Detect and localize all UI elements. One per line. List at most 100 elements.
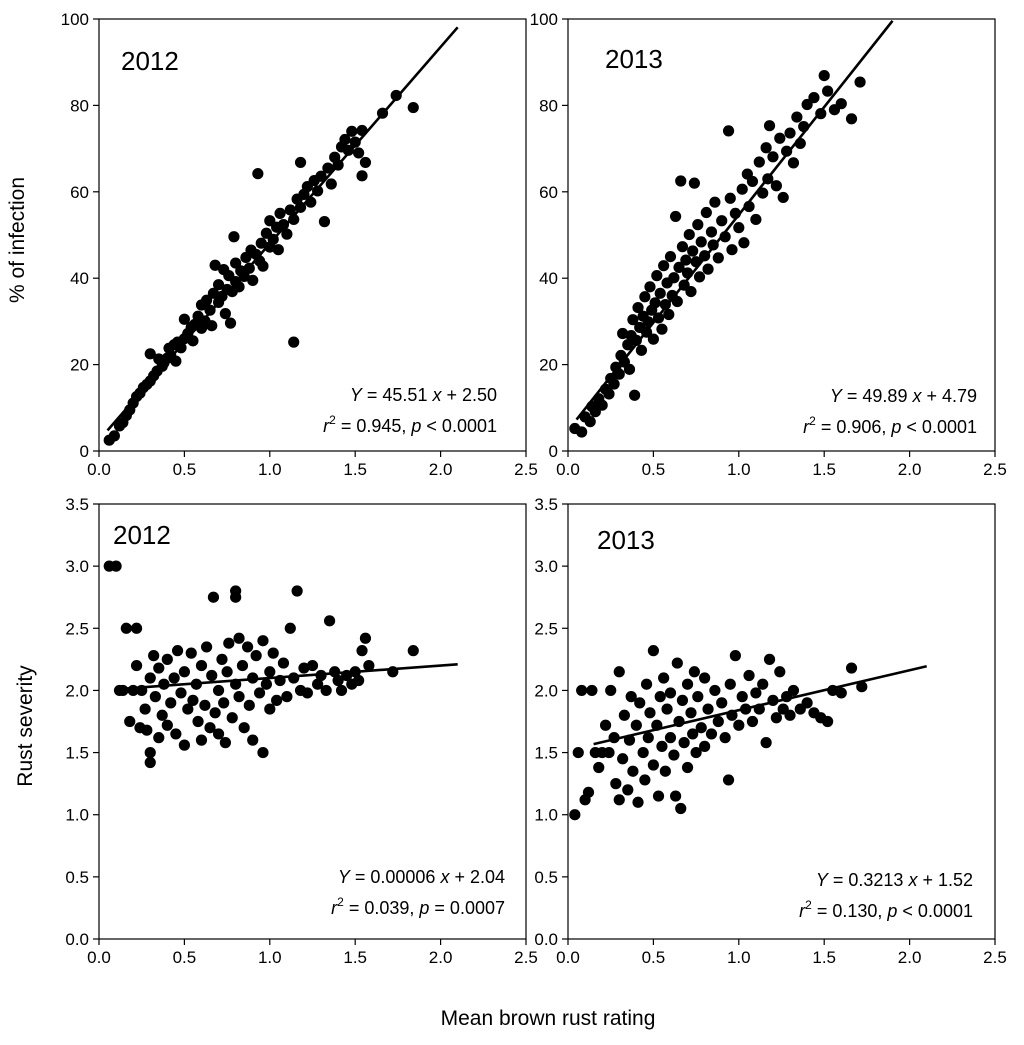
data-point (719, 732, 731, 744)
x-tick-label: 2.5 (514, 948, 538, 967)
data-point (693, 271, 706, 283)
data-point (153, 732, 165, 744)
data-point (774, 666, 786, 678)
data-point (233, 632, 245, 644)
data-point (117, 684, 129, 697)
data-point (705, 226, 718, 238)
data-point (763, 653, 776, 665)
regression-stats: r2 = 0.945, p < 0.0001 (323, 413, 497, 436)
data-point (695, 236, 707, 248)
stat-p-value: < 0.0001 (897, 901, 973, 921)
data-point (407, 101, 419, 114)
data-point (161, 719, 173, 731)
x-tick-label: 0.0 (87, 460, 111, 479)
data-point (640, 678, 653, 690)
data-point (623, 363, 636, 375)
stat-p-value: < 0.0001 (421, 416, 497, 436)
regression-line (575, 20, 894, 421)
data-point (791, 111, 803, 123)
data-point (281, 228, 293, 240)
data-point (288, 213, 300, 226)
data-point (257, 635, 269, 647)
data-point (221, 666, 233, 678)
data-point (613, 368, 625, 380)
data-point (277, 219, 290, 231)
data-point (705, 728, 718, 740)
data-point (576, 684, 588, 697)
data-point (644, 707, 656, 719)
data-point (654, 691, 666, 703)
data-point (644, 281, 656, 293)
stat-p: p (418, 898, 429, 918)
data-point (722, 774, 735, 786)
data-point (185, 647, 197, 659)
stat-r: r (799, 901, 806, 921)
data-point (647, 333, 660, 345)
eq-slope: = 0.3213 (828, 870, 909, 890)
data-point (722, 125, 735, 137)
data-point (207, 287, 220, 299)
stat-r-superscript: 2 (809, 414, 816, 428)
data-point (637, 746, 649, 759)
eq-intercept: + 2.04 (449, 867, 505, 887)
data-point (171, 645, 184, 657)
data-point (685, 707, 697, 719)
data-point (630, 719, 642, 731)
data-point (168, 672, 180, 684)
data-point (746, 715, 759, 728)
eq-y-var: Y (350, 385, 364, 405)
data-point (818, 69, 830, 82)
data-point (182, 703, 194, 715)
data-point (743, 669, 755, 682)
data-point (284, 622, 296, 634)
data-point (284, 204, 296, 216)
data-point (226, 712, 238, 724)
data-point (271, 694, 283, 706)
stat-r: r (323, 416, 330, 436)
data-point (668, 272, 680, 284)
data-point (260, 678, 272, 690)
y-tick-label: 2.0 (65, 681, 89, 700)
stat-r2-value: = 0.945, (336, 416, 412, 436)
data-point (675, 175, 687, 187)
y-tick-label: 0.5 (534, 868, 558, 887)
data-point (339, 133, 351, 146)
regression-equation: Y = 49.89 x + 4.79 (830, 386, 977, 406)
y-tick-label: 2.5 (534, 619, 558, 638)
data-point (695, 722, 707, 734)
data-point (729, 650, 741, 662)
data-point (692, 691, 704, 703)
data-point (320, 684, 332, 697)
data-point (763, 120, 776, 132)
data-point (349, 136, 361, 148)
data-point (676, 241, 689, 253)
data-point (856, 681, 868, 693)
y-tick-label: 80 (70, 96, 89, 115)
y-tick-label: 3.5 (534, 495, 558, 514)
data-point (675, 802, 687, 815)
data-point (233, 691, 245, 703)
data-point (207, 591, 220, 603)
data-point (178, 313, 190, 325)
regression-equation: Y = 45.51 x + 2.50 (350, 385, 497, 405)
y-tick-label: 1.5 (65, 744, 89, 763)
stat-p-value: = 0.0007 (429, 898, 505, 918)
data-point (688, 666, 700, 678)
data-point (281, 691, 293, 703)
data-point (407, 645, 419, 657)
data-point (656, 740, 668, 752)
data-point (209, 707, 221, 719)
data-point (687, 728, 699, 740)
data-point (359, 632, 372, 644)
data-point (700, 206, 712, 219)
data-point (712, 715, 724, 728)
x-tick-label: 2.0 (898, 460, 922, 479)
data-point (760, 142, 772, 154)
data-point (199, 699, 211, 711)
data-point (593, 761, 605, 774)
data-point (654, 287, 666, 299)
data-point (291, 585, 303, 597)
eq-intercept: + 2.50 (441, 385, 497, 405)
data-point (144, 756, 156, 769)
